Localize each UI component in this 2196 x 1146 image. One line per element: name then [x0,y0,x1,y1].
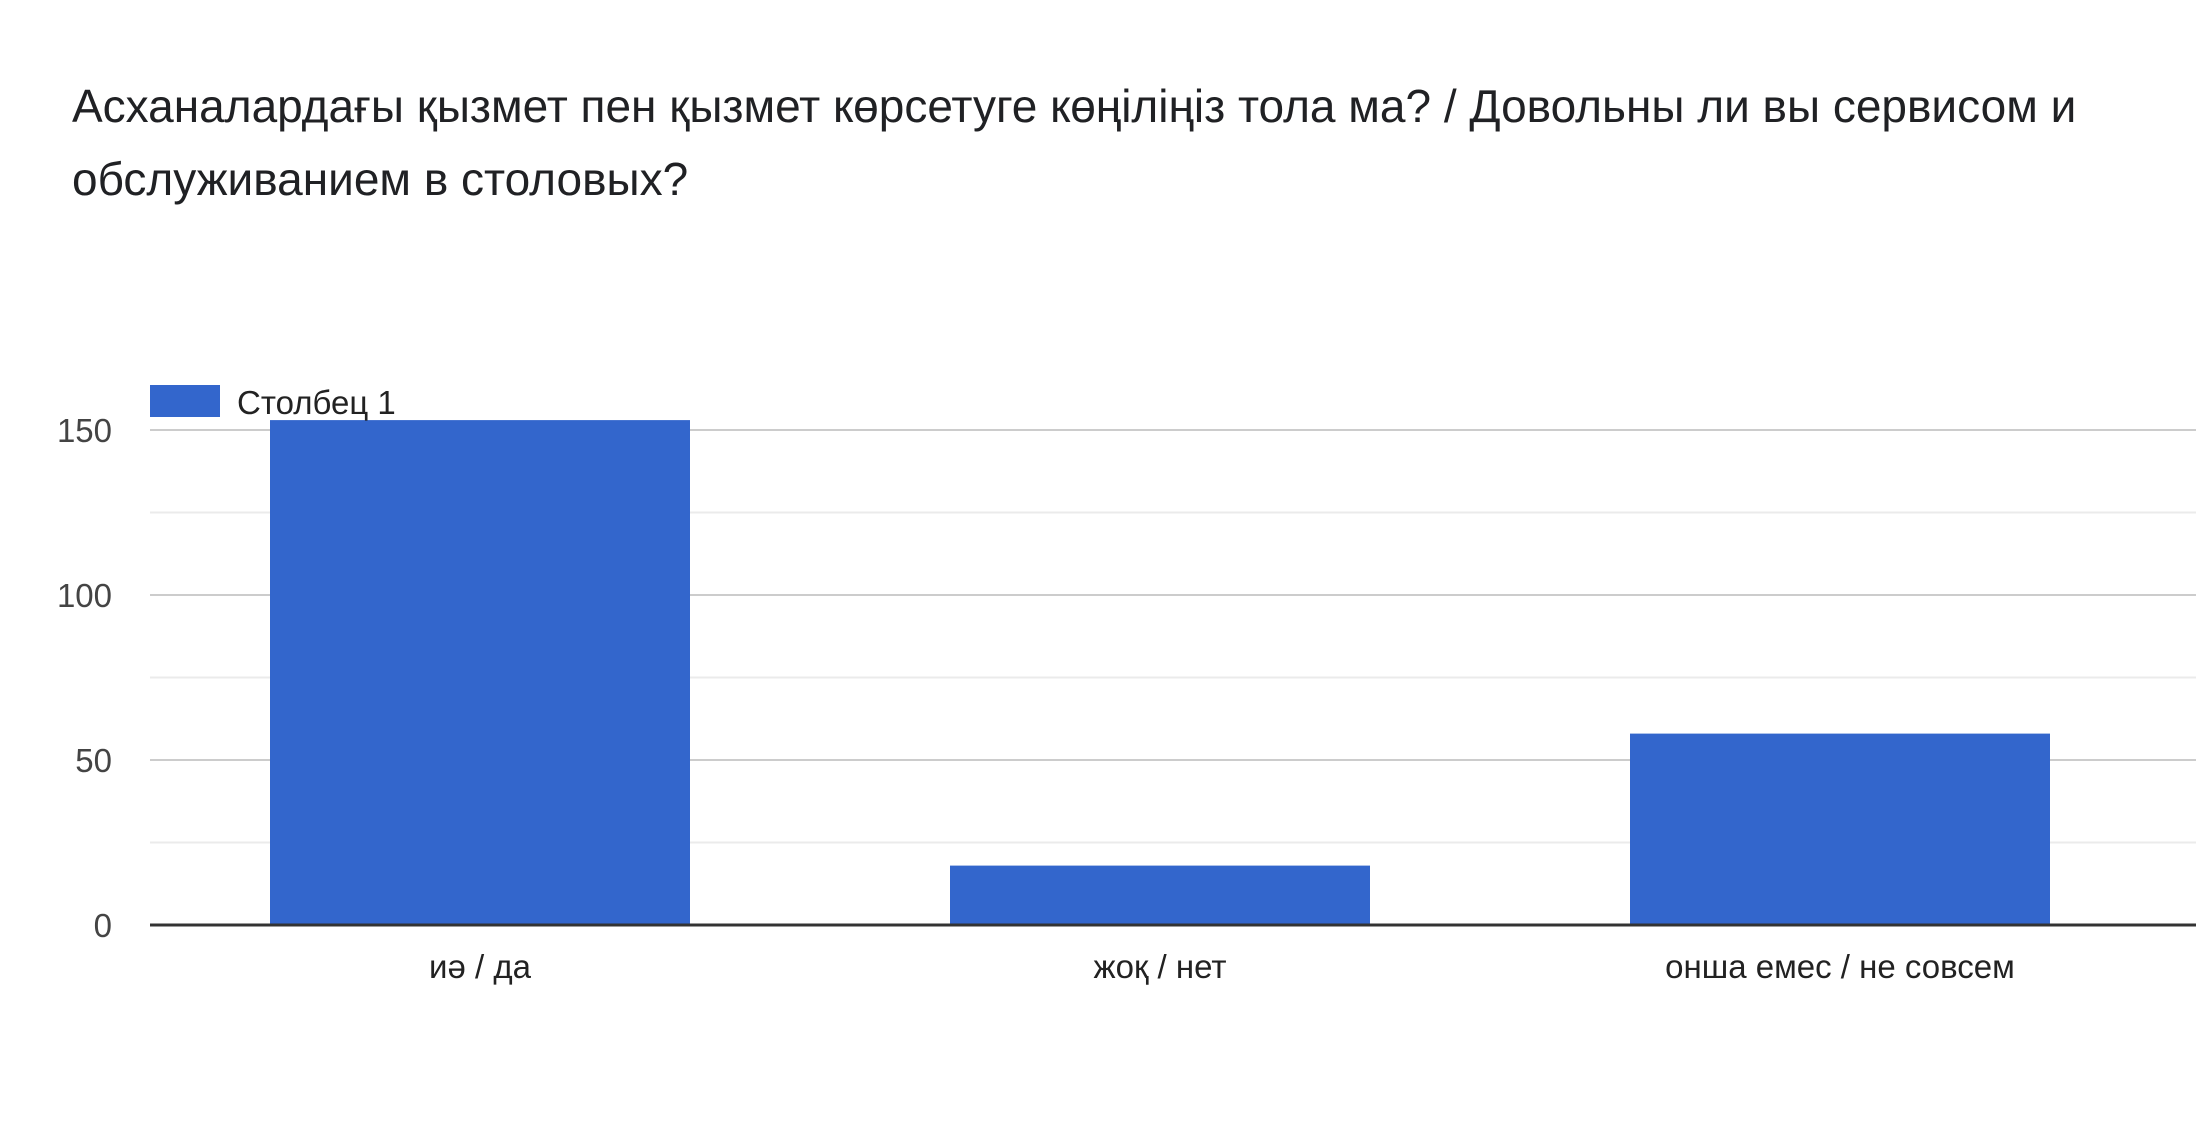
legend-label: Столбец 1 [237,384,396,421]
y-tick-label: 0 [94,907,112,944]
y-tick-label: 150 [57,412,112,449]
chart-title: Асханалардағы қызмет пен қызмет көрсетуг… [72,80,2077,205]
bar-1[interactable] [270,420,690,925]
x-category-label: онша емес / не совсем [1665,948,2015,985]
y-tick-label: 100 [57,577,112,614]
x-category-label: жоқ / нет [1094,948,1227,985]
y-tick-label: 50 [75,742,112,779]
x-category-label: иә / да [429,948,532,985]
bar-3[interactable] [1630,733,2050,925]
bar-2[interactable] [950,865,1370,925]
legend-swatch [150,385,220,417]
